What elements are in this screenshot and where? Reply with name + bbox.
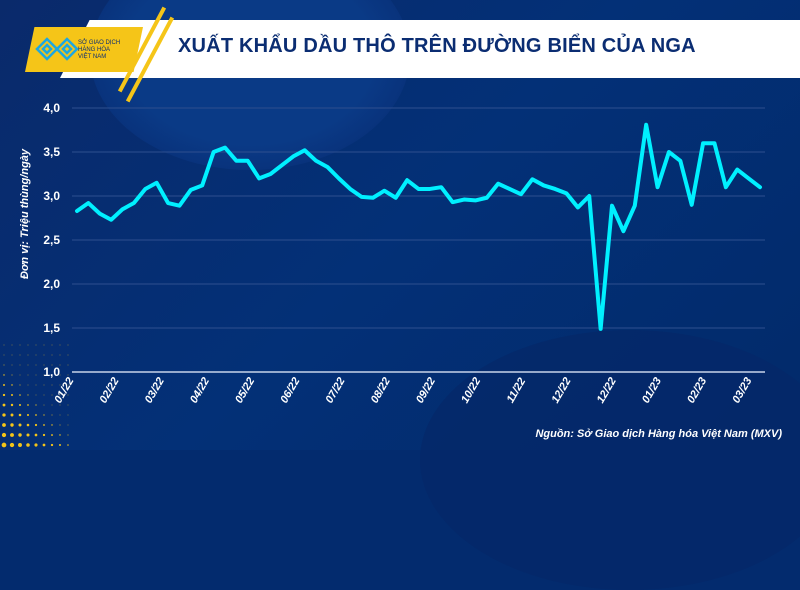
- x-tick-label: 11/22: [505, 376, 529, 405]
- x-tick-label: 02/23: [685, 376, 709, 406]
- y-tick-label: 2,0: [43, 277, 60, 291]
- x-tick-label: 12/22: [550, 376, 574, 406]
- x-tick-label: 01/22: [52, 376, 76, 406]
- x-tick-label: 06/22: [278, 376, 302, 406]
- x-tick-label: 02/22: [98, 376, 122, 406]
- x-tick-label: 01/23: [640, 376, 664, 406]
- line-chart: 1,0 1,5 2,0 2,5 3,0 3,5 4,0 01/22 02/22 03/22 04/2…: [0, 0, 800, 450]
- series-line: [77, 125, 760, 329]
- y-tick-label: 3,0: [43, 189, 60, 203]
- y-tick-label: 4,0: [43, 101, 60, 115]
- y-tick-label: 1,5: [43, 321, 60, 335]
- source-note: Nguồn: Sở Giao dịch Hàng hóa Việt Nam (M…: [535, 428, 782, 440]
- x-tick-label: 03/23: [730, 376, 754, 406]
- y-tick-label: 3,5: [43, 145, 60, 159]
- x-tick-label: 07/22: [324, 376, 348, 406]
- y-tick-label: 1,0: [43, 365, 60, 379]
- x-tick-label: 12/22: [595, 376, 619, 406]
- x-tick-label: 05/22: [233, 376, 257, 406]
- x-tick-label: 04/22: [188, 376, 212, 406]
- y-tick-label: 2,5: [43, 233, 60, 247]
- x-tick-label: 03/22: [143, 376, 167, 406]
- x-tick-label: 09/22: [414, 376, 438, 406]
- x-tick-label: 10/22: [459, 376, 483, 406]
- y-axis-label: Đơn vị: Triệu thùng/ngày: [19, 169, 31, 279]
- x-tick-label: 08/22: [369, 376, 393, 406]
